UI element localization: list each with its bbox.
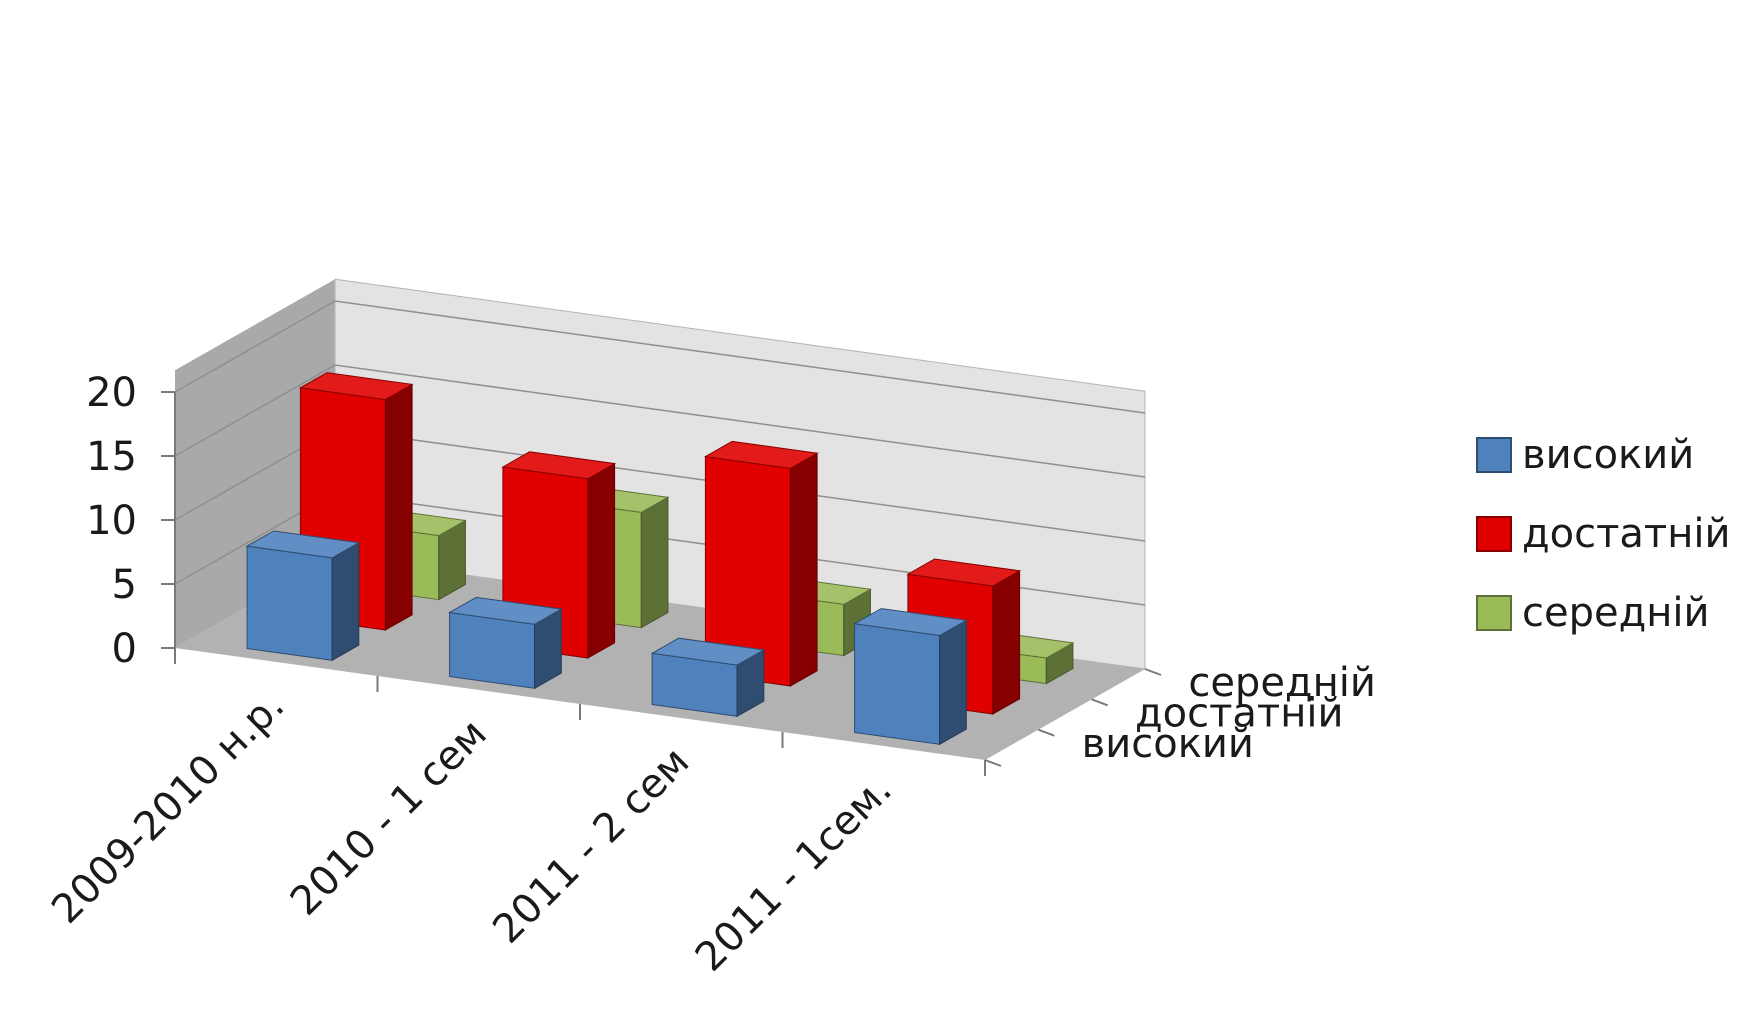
bar bbox=[853, 608, 968, 746]
depth-tick-label: достатній bbox=[1135, 691, 1344, 737]
depth-tick-label: високий bbox=[1082, 721, 1254, 767]
bar bbox=[703, 440, 819, 687]
x-tick-label: 2009-2010 н.р. bbox=[43, 683, 293, 933]
bars bbox=[245, 372, 1075, 746]
x-tick-label: 2011 - 2 сем bbox=[484, 739, 698, 953]
legend-entry: середній bbox=[1476, 590, 1710, 636]
legend-swatch bbox=[1476, 437, 1512, 473]
depth-tick-label: середній bbox=[1188, 660, 1376, 706]
legend-label: середній bbox=[1522, 590, 1710, 636]
gridline bbox=[174, 364, 1146, 478]
y-axis-ticks: 0 5 10 15 20 bbox=[86, 370, 176, 672]
legend-swatch bbox=[1476, 516, 1512, 552]
y-tick-label: 20 bbox=[86, 370, 137, 416]
legend-entry: достатній bbox=[1476, 511, 1731, 557]
bar bbox=[245, 530, 361, 662]
y-tick-label: 10 bbox=[86, 498, 137, 544]
legend-entry: високий bbox=[1476, 432, 1694, 478]
bar bbox=[650, 637, 766, 718]
y-tick-label: 15 bbox=[86, 434, 137, 480]
bar bbox=[448, 596, 563, 690]
gridline bbox=[174, 300, 1146, 414]
legend-swatch bbox=[1476, 595, 1512, 631]
x-tick-label: 2011 - 1сем. bbox=[687, 767, 901, 981]
y-tick-label: 5 bbox=[112, 562, 137, 608]
legend-label: достатній bbox=[1522, 511, 1731, 557]
legend-label: високий bbox=[1522, 432, 1694, 478]
legend: високий достатній середній bbox=[1476, 432, 1731, 636]
x-tick-label: 2010 - 1 сем bbox=[282, 711, 496, 925]
y-tick-label: 0 bbox=[112, 626, 137, 672]
